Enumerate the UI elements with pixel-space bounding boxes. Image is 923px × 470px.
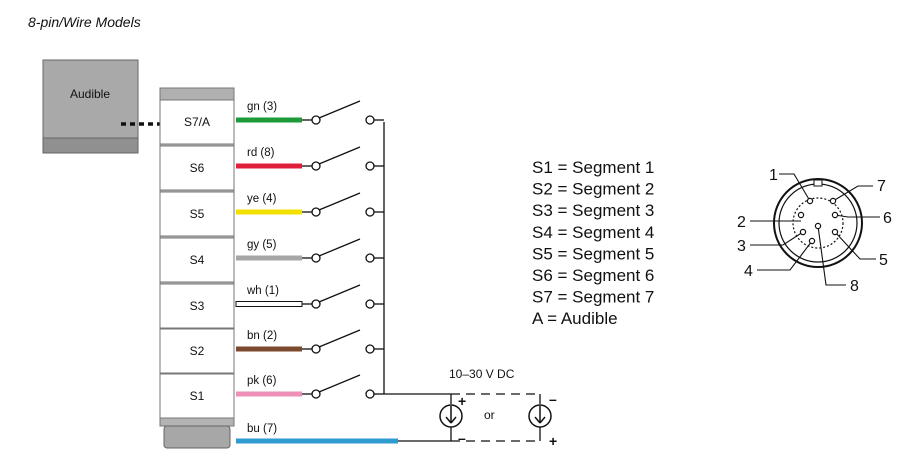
pin-number: 2 xyxy=(737,214,746,231)
switch-lever xyxy=(318,329,361,348)
pin-hole xyxy=(797,211,805,219)
switch-contact xyxy=(311,161,321,171)
switch-contact xyxy=(365,161,375,171)
switch-contact xyxy=(311,299,321,309)
wire-label: bu (7) xyxy=(247,423,277,435)
pin-hole xyxy=(829,197,837,205)
switch-lever xyxy=(318,374,361,393)
wire xyxy=(235,301,303,307)
switch-contact xyxy=(365,115,375,125)
segment-label: S1 xyxy=(190,389,205,403)
pin-hole xyxy=(831,211,839,219)
pin-hole xyxy=(831,228,839,236)
segment-label: S6 xyxy=(190,161,205,175)
switch-contact xyxy=(365,299,375,309)
power-supply: 10–30 V DC + – – + or xyxy=(384,367,557,449)
switch-contact xyxy=(365,207,375,217)
segment-legend: S1 = Segment 1 S2 = Segment 2 S3 = Segment… xyxy=(532,158,654,328)
minus-sign: – xyxy=(549,391,557,407)
wire-label: wh (1) xyxy=(246,285,279,297)
plus-sign: + xyxy=(458,393,466,409)
legend-item: S2 = Segment 2 xyxy=(532,180,654,199)
pin-number: 4 xyxy=(744,263,753,280)
switch-lever xyxy=(318,284,361,303)
pin-number: 5 xyxy=(879,252,888,269)
segment-label: S2 xyxy=(190,344,205,358)
pin-number: 3 xyxy=(737,238,746,255)
audible-label: Audible xyxy=(70,87,110,101)
legend-item: A = Audible xyxy=(532,309,618,328)
segment-label: S5 xyxy=(190,207,205,221)
switch-lever xyxy=(318,146,361,165)
switch-lever xyxy=(318,192,361,211)
minus-sign: – xyxy=(458,430,466,446)
legend-item: S1 = Segment 1 xyxy=(532,158,654,177)
legend-item: S6 = Segment 6 xyxy=(532,266,654,285)
pin-number: 1 xyxy=(769,167,778,184)
switch-contact xyxy=(365,344,375,354)
pin-hole xyxy=(799,228,807,236)
switch-contact xyxy=(311,115,321,125)
wire-label: pk (6) xyxy=(247,375,277,387)
wire-label: ye (4) xyxy=(247,193,277,205)
wire-label: gy (5) xyxy=(247,239,277,251)
or-label: or xyxy=(484,408,495,422)
audible-module: Audible xyxy=(42,59,139,154)
plus-sign: + xyxy=(549,433,557,449)
supply-voltage-label: 10–30 V DC xyxy=(449,367,515,381)
segment-label: S4 xyxy=(190,253,205,267)
pin-hole xyxy=(806,197,814,205)
switch-contact xyxy=(311,344,321,354)
switch-lever xyxy=(318,100,361,119)
diagram-title: 8-pin/Wire Models xyxy=(28,14,141,30)
wire-label: gn (3) xyxy=(247,101,277,113)
tower-light: S7/A S6 S5 S4 S3 S2 S1 xyxy=(159,87,235,449)
segment-label: S3 xyxy=(190,299,205,313)
switch-contact xyxy=(311,389,321,399)
connector-pinout: 1 7 2 6 3 5 4 8 xyxy=(737,167,892,295)
pin-number: 7 xyxy=(877,178,886,195)
legend-item: S3 = Segment 3 xyxy=(532,201,654,220)
wire-label: rd (8) xyxy=(247,147,275,159)
pin-hole xyxy=(814,222,822,230)
switch-lever xyxy=(318,238,361,257)
pin-number: 8 xyxy=(850,278,859,295)
legend-item: S7 = Segment 7 xyxy=(532,288,654,307)
segment-label: S7/A xyxy=(184,115,210,129)
tower-base xyxy=(163,425,231,449)
switch-contact xyxy=(311,253,321,263)
wire-label: bn (2) xyxy=(247,330,277,342)
pin-number: 6 xyxy=(883,210,892,227)
switch-contact xyxy=(365,389,375,399)
switch-contact xyxy=(365,253,375,263)
switch-contact xyxy=(311,207,321,217)
legend-item: S5 = Segment 5 xyxy=(532,244,654,263)
legend-item: S4 = Segment 4 xyxy=(532,223,654,242)
pin-hole xyxy=(808,237,816,245)
